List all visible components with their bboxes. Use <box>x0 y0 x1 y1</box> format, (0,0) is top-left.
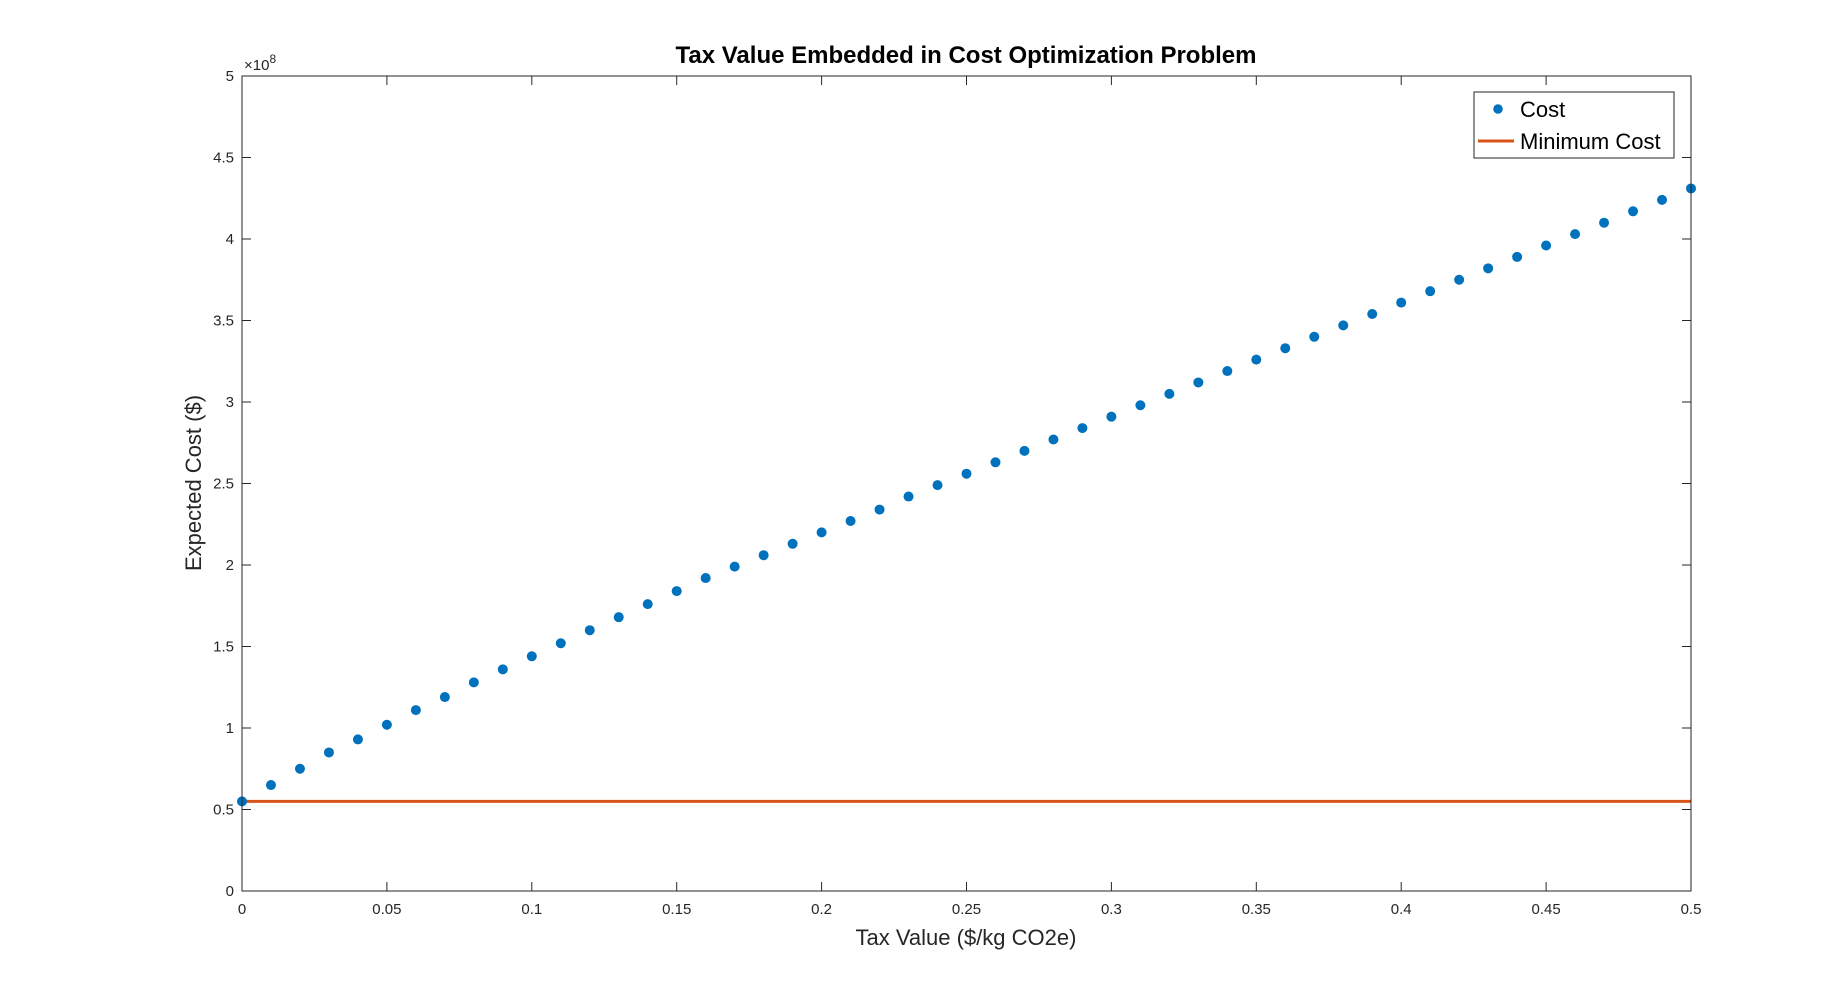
legend-label-cost: Cost <box>1520 97 1565 122</box>
data-point-cost <box>265 780 276 791</box>
data-point-cost <box>1164 388 1175 399</box>
data-point-cost <box>961 468 972 479</box>
y-tick-label: 4 <box>226 231 234 248</box>
data-point-cost <box>584 625 595 636</box>
data-point-cost <box>1193 377 1204 388</box>
y-tick-label: 3 <box>226 394 234 411</box>
data-point-cost <box>671 586 682 597</box>
data-point-cost <box>1106 411 1117 422</box>
x-tick-label: 0.1 <box>521 901 542 918</box>
x-tick-label: 0.2 <box>811 901 832 918</box>
x-tick-label: 0.3 <box>1101 901 1122 918</box>
y-tick-label: 0.5 <box>213 802 234 819</box>
data-point-cost <box>816 527 827 538</box>
data-point-cost <box>1251 354 1262 365</box>
y-tick-label: 4.5 <box>213 150 234 167</box>
data-point-cost <box>1135 400 1146 411</box>
x-tick-label: 0.05 <box>372 901 401 918</box>
x-axis-label: Tax Value ($/kg CO2e) <box>856 925 1077 950</box>
chart-title: Tax Value Embedded in Cost Optimization … <box>676 42 1257 69</box>
data-point-cost <box>1425 286 1436 297</box>
data-point-cost <box>932 480 943 491</box>
y-axis-exponent-base: ×10 <box>244 57 269 74</box>
data-point-cost <box>1396 297 1407 308</box>
data-point-cost <box>1628 206 1639 217</box>
legend: Cost Minimum Cost <box>1473 91 1675 159</box>
data-point-cost <box>439 692 450 703</box>
data-point-cost <box>1599 217 1610 228</box>
data-point-cost <box>642 599 653 610</box>
data-point-cost <box>758 550 769 561</box>
x-tick-label: 0 <box>238 901 246 918</box>
data-point-cost <box>990 457 1001 468</box>
data-point-cost <box>1483 263 1494 274</box>
y-axis-label: Expected Cost ($) <box>181 395 206 571</box>
data-point-cost <box>1541 240 1552 251</box>
data-point-cost <box>1222 366 1233 377</box>
data-point-cost <box>468 677 479 688</box>
data-point-cost <box>1367 308 1378 319</box>
x-tick-label: 0.5 <box>1681 901 1702 918</box>
y-tick-label: 0 <box>226 883 234 900</box>
data-point-cost <box>1512 251 1523 262</box>
y-tick-label: 2 <box>226 557 234 574</box>
data-point-cost <box>381 719 392 730</box>
data-point-cost <box>845 515 856 526</box>
x-tick-label: 0.25 <box>952 901 981 918</box>
y-tick-label: 3.5 <box>213 313 234 330</box>
data-point-cost <box>526 651 537 662</box>
data-point-cost <box>352 734 363 745</box>
y-tick-label: 1 <box>226 720 234 737</box>
y-axis-exponent-power: 8 <box>269 52 276 66</box>
series-layer <box>237 183 1696 807</box>
legend-marker-cost <box>1493 104 1503 114</box>
data-point-cost <box>874 504 885 515</box>
data-point-cost <box>1454 274 1465 285</box>
y-tick-label: 2.5 <box>213 476 234 493</box>
data-point-cost <box>1077 423 1088 434</box>
data-point-cost <box>294 763 305 774</box>
plot-frame <box>241 75 1692 892</box>
x-tick-label: 0.15 <box>662 901 691 918</box>
data-point-cost <box>1657 194 1668 205</box>
data-point-cost <box>1019 445 1030 456</box>
x-tick-label: 0.35 <box>1242 901 1271 918</box>
data-point-cost <box>1048 434 1059 445</box>
y-axis-exponent: ×108 <box>244 52 276 74</box>
legend-box <box>1473 91 1675 159</box>
data-point-cost <box>729 561 740 572</box>
data-point-cost <box>410 705 421 716</box>
data-point-cost <box>700 573 711 584</box>
data-point-cost <box>497 664 508 675</box>
y-tick-label: 1.5 <box>213 639 234 656</box>
legend-label-minimum-cost: Minimum Cost <box>1520 129 1661 154</box>
plot-area <box>242 76 1691 891</box>
data-point-cost <box>323 747 334 758</box>
data-point-cost <box>1280 343 1291 354</box>
data-point-cost <box>1309 331 1320 342</box>
x-tick-label: 0.4 <box>1391 901 1412 918</box>
data-point-cost <box>1338 320 1349 331</box>
data-point-cost <box>613 612 624 623</box>
y-tick-label: 5 <box>226 68 234 85</box>
x-tick-label: 0.45 <box>1531 901 1560 918</box>
data-point-cost <box>555 638 566 649</box>
data-point-cost <box>903 491 914 502</box>
ticks-layer: 0 0.05 0.1 0.15 0.2 0.25 0.3 0.35 0.4 0.45 0.5 0 0.5… <box>213 68 1701 918</box>
data-point-cost <box>787 538 798 549</box>
data-point-cost <box>1570 229 1581 240</box>
